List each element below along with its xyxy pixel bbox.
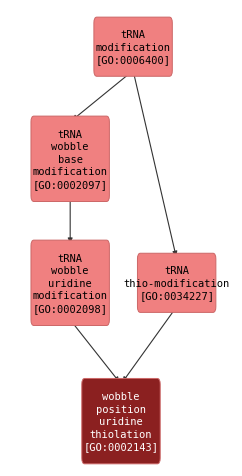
FancyBboxPatch shape [31, 117, 109, 202]
FancyBboxPatch shape [82, 379, 160, 464]
Text: tRNA
thio-modification
[GO:0034227]: tRNA thio-modification [GO:0034227] [123, 266, 230, 300]
Text: tRNA
wobble
uridine
modification
[GO:0002098]: tRNA wobble uridine modification [GO:000… [33, 254, 108, 313]
Text: tRNA
wobble
base
modification
[GO:0002097]: tRNA wobble base modification [GO:000209… [33, 130, 108, 189]
FancyBboxPatch shape [137, 254, 216, 313]
FancyBboxPatch shape [94, 18, 172, 77]
Text: wobble
position
uridine
thiolation
[GO:0002143]: wobble position uridine thiolation [GO:0… [83, 392, 159, 451]
FancyBboxPatch shape [31, 241, 109, 326]
Text: tRNA
modification
[GO:0006400]: tRNA modification [GO:0006400] [96, 30, 171, 65]
